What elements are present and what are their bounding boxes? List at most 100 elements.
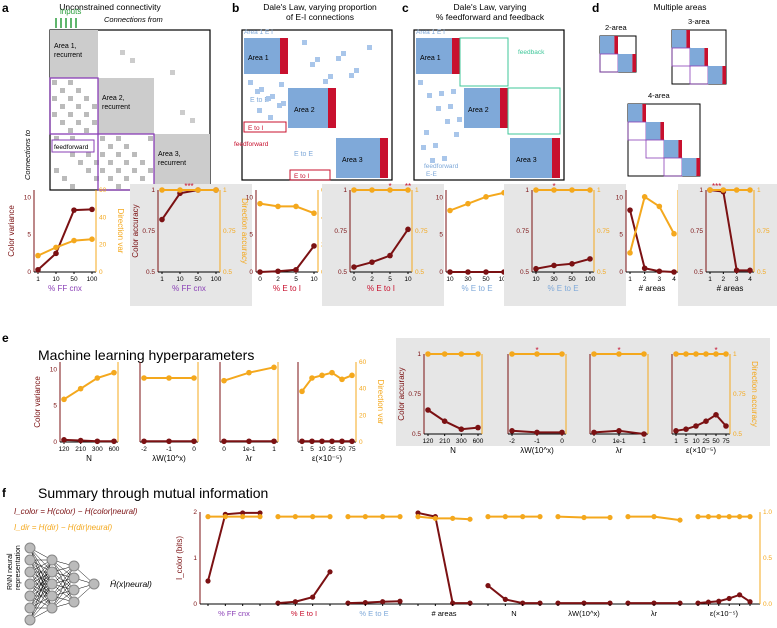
x-tick-label: 100: [211, 276, 222, 283]
f-icolor-point: [705, 599, 712, 605]
x-tick-label: 210: [75, 446, 86, 453]
f-icolor-point: [327, 569, 333, 575]
c-sparse: [436, 106, 441, 111]
c-sparse: [448, 104, 453, 109]
y-tick-label-left: 5: [439, 232, 443, 239]
b-sparse: [328, 74, 333, 79]
area3-label: Area 3,: [158, 151, 181, 158]
plot-c-acc-xlabel: % E to E: [547, 284, 578, 293]
plot-e-acc-eps-orange-point: [683, 351, 689, 357]
x-tick-label: -1: [534, 438, 540, 445]
plot-e-acc-N-dark-point: [425, 407, 431, 413]
f-idir-point: [275, 514, 281, 520]
y-tick-label-left: 0.75: [408, 391, 421, 398]
y-tick-label-left: 0.5: [694, 269, 703, 276]
x-tick-label: 2: [722, 276, 726, 283]
y-tick-label-right: 1: [733, 351, 737, 358]
title-f: Summary through mutual information: [38, 485, 268, 501]
y-tick-label-left: 0: [27, 269, 31, 276]
x-tick-label: 75: [348, 446, 356, 453]
plot-e-acc-N-orange-point: [425, 351, 431, 357]
b-sparse: [248, 80, 253, 85]
x-tick-label: 5: [388, 276, 392, 283]
plot-b-var-dark-point: [293, 266, 299, 273]
x-tick-label: 1: [300, 446, 304, 453]
x-tick-label: 5: [310, 446, 314, 453]
b-e-to-e: E to E: [250, 97, 269, 104]
f-idir-point: [485, 514, 491, 520]
sparse-cell: [120, 50, 125, 55]
c-sparse: [445, 119, 450, 124]
plot-b-acc: [322, 184, 444, 306]
plot-e-lamW-dark-point: [166, 438, 172, 445]
plot-a-var-dark-point: [35, 266, 41, 273]
b-feedforward: feedforward: [234, 141, 269, 148]
plot-d-var-dark-point: [627, 207, 633, 213]
plot-e-acc-lamW-dark-point: [559, 429, 565, 436]
plot-e-acc-lamr-orange-point: [616, 351, 622, 357]
plot-e-acc-N-dark-line: [427, 409, 479, 431]
b-e-to-i: E to I: [248, 125, 263, 132]
y-tick-label-left: 5: [53, 403, 57, 410]
y-tick-label-left: 0: [619, 269, 623, 276]
plot-b-var-orange-line: [259, 202, 315, 215]
title-c1: Dale's Law, varying: [454, 2, 527, 12]
y-tick-label-left: 1: [151, 187, 155, 194]
plot-e-acc-lamr-orange-point: [591, 351, 597, 357]
title-a: Unconstrained connectivity: [59, 2, 161, 12]
sparse-cell: [180, 110, 185, 115]
x-tick-label: 75: [722, 438, 730, 445]
y-tick-label-left: 0: [249, 269, 253, 276]
c-area1-block: [416, 38, 452, 74]
y-tick-label-right: 0.75: [415, 228, 428, 235]
plot-e-eps-xlabel: ε(×10⁻⁵): [312, 454, 342, 463]
plot-e-eps-orange-point: [349, 372, 355, 379]
area3-recurrent: recurrent: [158, 160, 186, 167]
plot-e-acc-eps-orange-point: [713, 351, 719, 357]
f-idir-line: [417, 515, 471, 521]
c-sparse: [424, 130, 429, 135]
plot-c-acc-orange-point: [587, 187, 593, 193]
plot-c-acc-dark-point: [587, 256, 593, 262]
plot-a-var-orange-point: [53, 244, 59, 251]
plot-d-acc-bg: [678, 184, 777, 306]
plot-c-acc: [504, 184, 626, 306]
f-icolor-point: [677, 600, 683, 606]
b-sparse: [310, 62, 315, 67]
b-area2-label: Area 2: [294, 107, 315, 114]
plot-c-var-orange-point: [483, 194, 489, 200]
area2-label: Area 2,: [102, 95, 125, 102]
f-icolor-point: [520, 600, 526, 606]
plot-e-acc-eps-orange-point: [673, 351, 679, 357]
plot-b-acc-orange-point: [369, 187, 375, 193]
b-area1-inh: [280, 38, 288, 74]
feedforward-label: feedforward: [54, 144, 89, 151]
y-tick-label-left: 0.5: [338, 269, 347, 276]
ff-block-21: [52, 80, 97, 133]
plot-d-acc-orange-point: [707, 187, 713, 193]
f-icolor-point: [502, 596, 508, 603]
y-tick-label-left: 1: [525, 187, 529, 194]
y-tick-label-left: 0.75: [142, 228, 155, 235]
x-tick-label: 120: [423, 438, 434, 445]
b-sparse: [255, 89, 260, 94]
f-idir-point: [716, 514, 722, 520]
plot-c-var-dark-point: [483, 269, 489, 275]
y-tick-label-right: 0: [99, 269, 103, 276]
b-sparse: [323, 79, 328, 84]
plot-e-acc-N-dark-point: [475, 424, 481, 431]
plot-d-var-xlabel: # areas: [639, 284, 666, 293]
plot-a-var-orange-point: [35, 252, 41, 259]
f-icolor-point: [651, 600, 657, 606]
plot-a-var-ylabel-left: Color variance: [7, 205, 16, 257]
plot-e-eps-orange-point: [299, 388, 305, 395]
b-sparse: [259, 87, 264, 92]
f-icolor-point: [467, 600, 473, 606]
y-tick-label-right: 20: [99, 242, 107, 249]
area1-block: [50, 30, 98, 78]
y-tick-label-left: 1: [417, 351, 421, 358]
plot-a-var-orange-point: [89, 236, 95, 242]
x-tick-label: 50: [338, 446, 346, 453]
x-tick-label: -1: [166, 446, 172, 453]
x-tick-label: 1: [628, 276, 632, 283]
